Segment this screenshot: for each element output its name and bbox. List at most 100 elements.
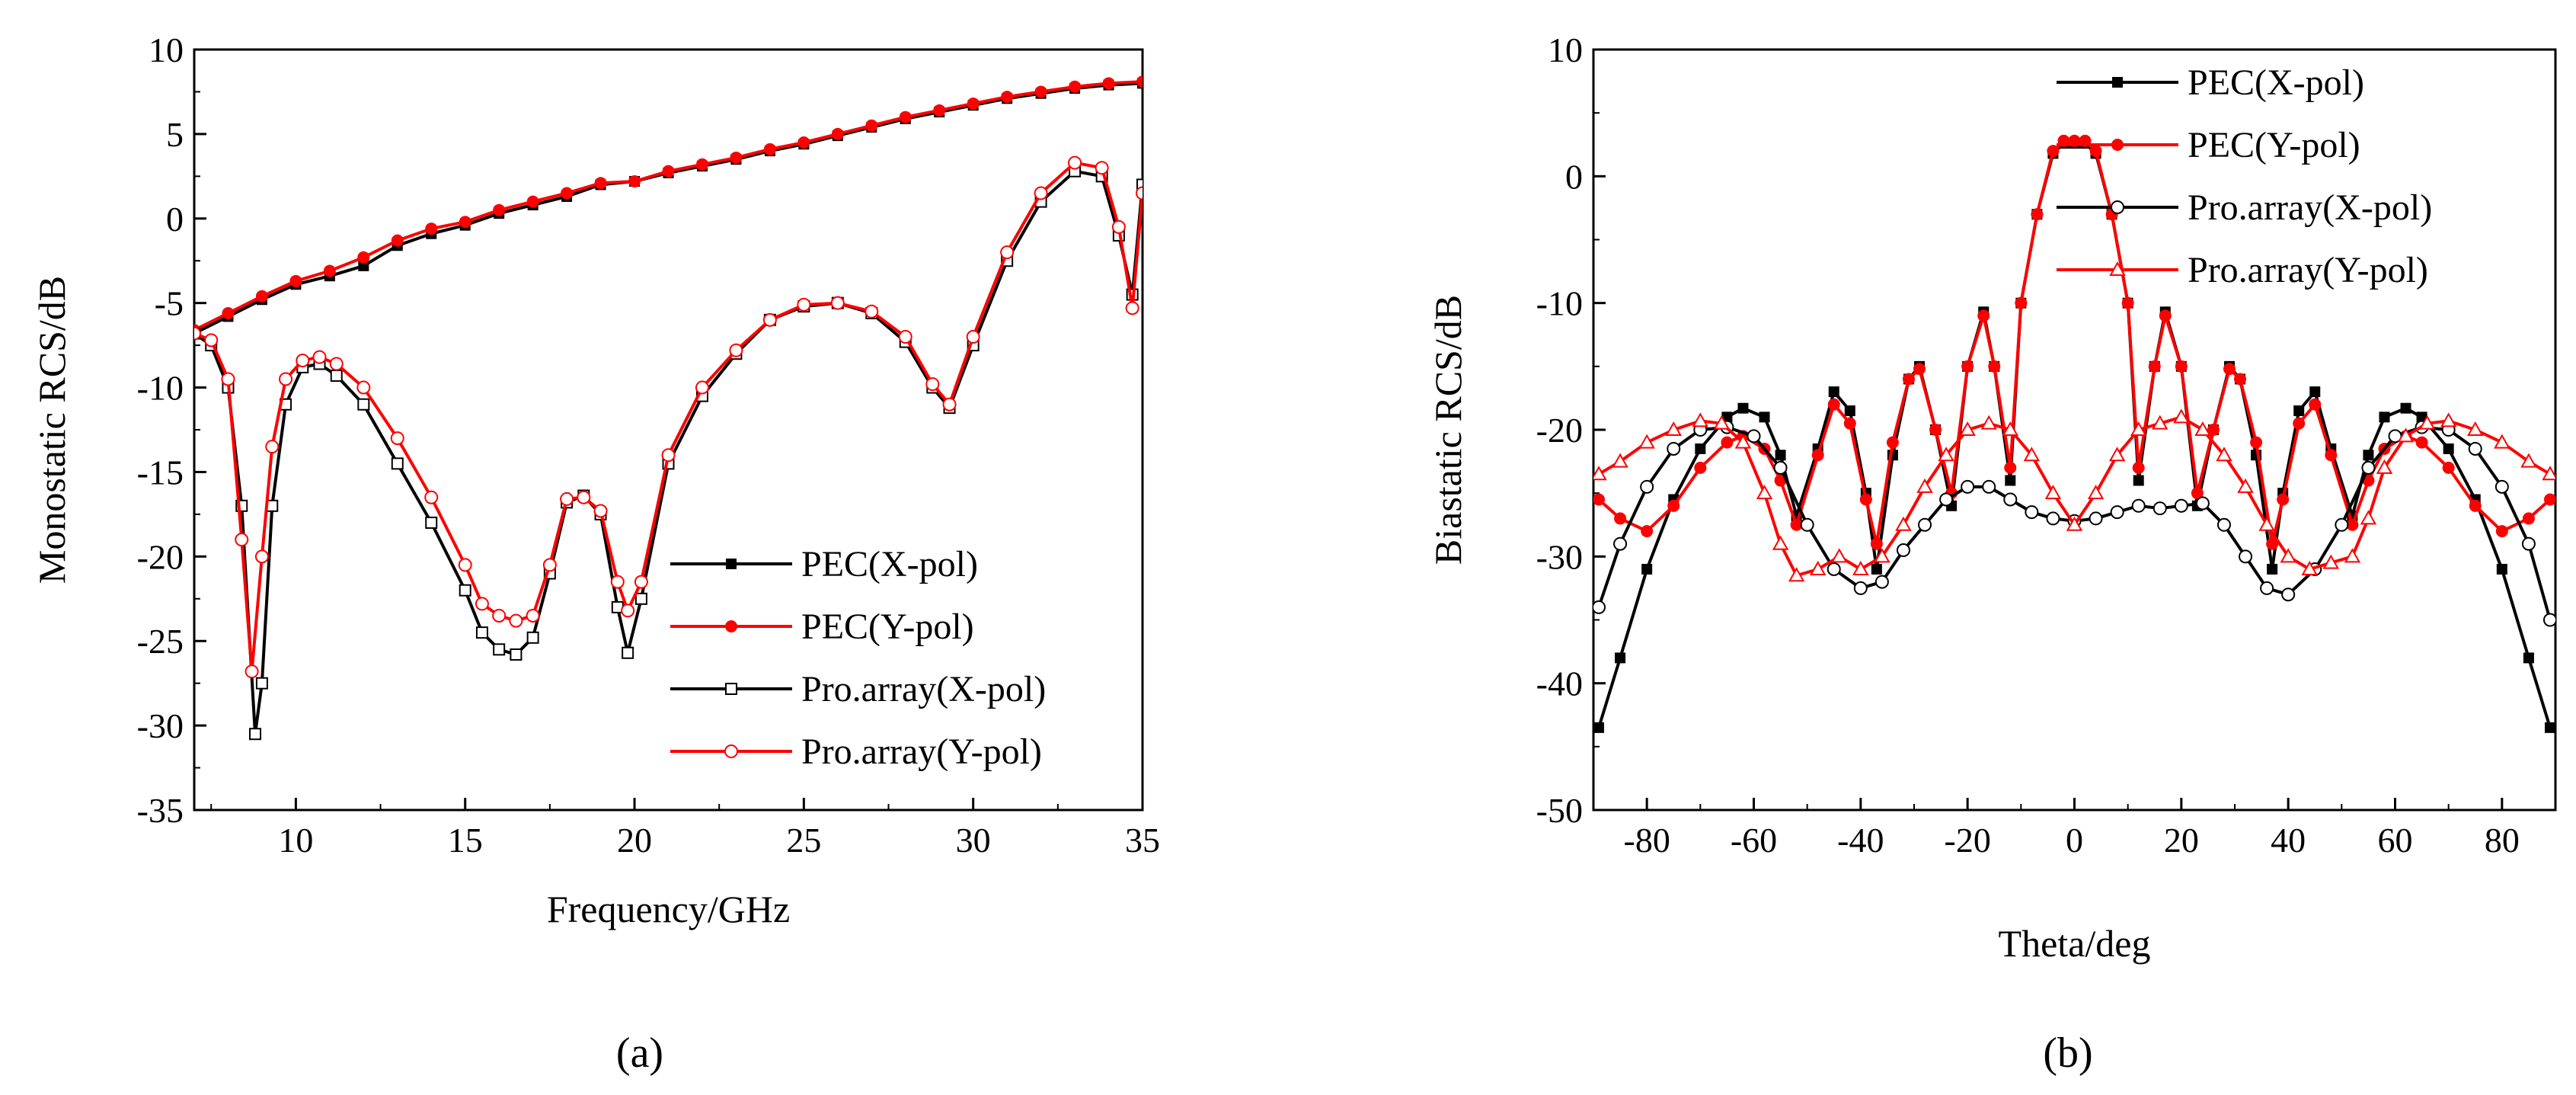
- data-point: [1034, 186, 1048, 200]
- data-point: [628, 174, 641, 187]
- data-point: [2044, 485, 2062, 500]
- data-point: [2250, 436, 2263, 449]
- data-point: [289, 274, 302, 287]
- data-point: [1102, 77, 1115, 90]
- data-point: [542, 558, 557, 572]
- data-point: [2443, 443, 2454, 454]
- data-point: [425, 223, 438, 235]
- data-point: [2544, 722, 2555, 733]
- y-tick-label: -5: [155, 284, 184, 323]
- data-point: [2015, 296, 2028, 309]
- data-point: [509, 613, 523, 628]
- data-point: [1827, 562, 1841, 576]
- data-point: [2216, 447, 2232, 462]
- data-point: [1959, 421, 1976, 436]
- data-point: [1692, 412, 1709, 427]
- data-point: [2195, 496, 2210, 511]
- data-point: [2234, 373, 2247, 386]
- data-point: [330, 370, 343, 383]
- data-point: [1982, 479, 1996, 494]
- data-point: [594, 177, 607, 190]
- legend-marker: [725, 620, 737, 632]
- data-point: [2344, 548, 2361, 563]
- x-tick-label: 20: [2164, 821, 2199, 860]
- x-tick-label: 20: [617, 821, 652, 860]
- data-point: [475, 626, 488, 639]
- data-point: [356, 380, 371, 395]
- data-point: [1918, 517, 1932, 532]
- data-point: [2309, 398, 2322, 411]
- legend-label: Pro.array(X-pol): [801, 669, 1046, 709]
- data-point: [2301, 560, 2318, 575]
- x-tick-label: 80: [2485, 821, 2520, 860]
- data-point: [865, 304, 879, 319]
- data-point: [2153, 501, 2167, 516]
- data-point: [1612, 453, 1628, 468]
- data-point: [622, 646, 634, 659]
- data-point: [390, 431, 404, 446]
- data-point: [526, 608, 540, 623]
- data-point: [425, 516, 438, 529]
- data-point: [1961, 479, 1975, 494]
- data-point: [2031, 208, 2044, 221]
- legend-label: PEC(Y-pol): [801, 607, 974, 647]
- data-point: [1874, 548, 1890, 563]
- data-point: [1737, 402, 1749, 414]
- x-tick-label: 35: [1125, 821, 1160, 860]
- data-point: [2523, 652, 2534, 664]
- legend-label: Pro.array(Y-pol): [801, 732, 1042, 772]
- data-point: [942, 397, 957, 411]
- data-point: [1827, 398, 1840, 411]
- data-point: [1694, 461, 1707, 474]
- data-point: [1775, 450, 1786, 461]
- data-point: [1721, 436, 1734, 449]
- data-point: [2281, 588, 2296, 602]
- data-point: [2280, 548, 2296, 563]
- data-point: [2131, 498, 2146, 513]
- data-point: [797, 297, 811, 312]
- data-point: [492, 608, 507, 623]
- data-point: [424, 490, 439, 504]
- data-point: [1713, 415, 1731, 430]
- data-point: [1809, 560, 1827, 575]
- data-point: [1896, 543, 1910, 558]
- data-point: [1902, 373, 1915, 386]
- data-point: [695, 158, 708, 171]
- data-point: [2191, 487, 2204, 500]
- data-point: [1721, 411, 1733, 423]
- data-point: [2520, 453, 2537, 468]
- data-point: [2173, 408, 2190, 424]
- data-point: [2047, 145, 2060, 158]
- legend-marker: [2111, 200, 2124, 214]
- y-axis-title: Monostatic RCS/dB: [30, 276, 73, 584]
- data-point: [458, 558, 472, 572]
- data-point: [2468, 441, 2482, 456]
- data-point: [1001, 91, 1014, 104]
- y-tick-label: 10: [1548, 30, 1583, 69]
- data-point: [1095, 161, 1109, 175]
- data-point: [1977, 309, 1990, 322]
- data-point: [329, 357, 344, 371]
- data-point: [1641, 563, 1653, 575]
- data-point: [1640, 479, 1654, 494]
- data-point: [1773, 460, 1788, 475]
- data-point: [459, 584, 471, 597]
- data-point: [1938, 447, 1954, 462]
- data-point: [865, 119, 878, 132]
- data-point: [662, 165, 675, 178]
- data-point: [265, 440, 280, 454]
- data-point: [2087, 485, 2105, 500]
- data-point: [493, 203, 506, 216]
- data-point: [204, 333, 219, 347]
- data-point: [1831, 548, 1848, 563]
- data-point: [577, 490, 591, 504]
- data-point: [1788, 567, 1805, 582]
- data-point: [2133, 475, 2144, 486]
- data-point: [1874, 575, 1889, 589]
- data-point: [526, 195, 539, 208]
- chart-b-biastatic-rcs: -80 -60 -40 -20 0 20 40 60 80 -50 -40 -30 -20 -10 0 10 T…: [1427, 30, 2557, 965]
- data-point: [244, 664, 259, 679]
- data-point: [2467, 421, 2484, 436]
- data-point: [1136, 75, 1143, 88]
- data-point: [1853, 581, 1868, 595]
